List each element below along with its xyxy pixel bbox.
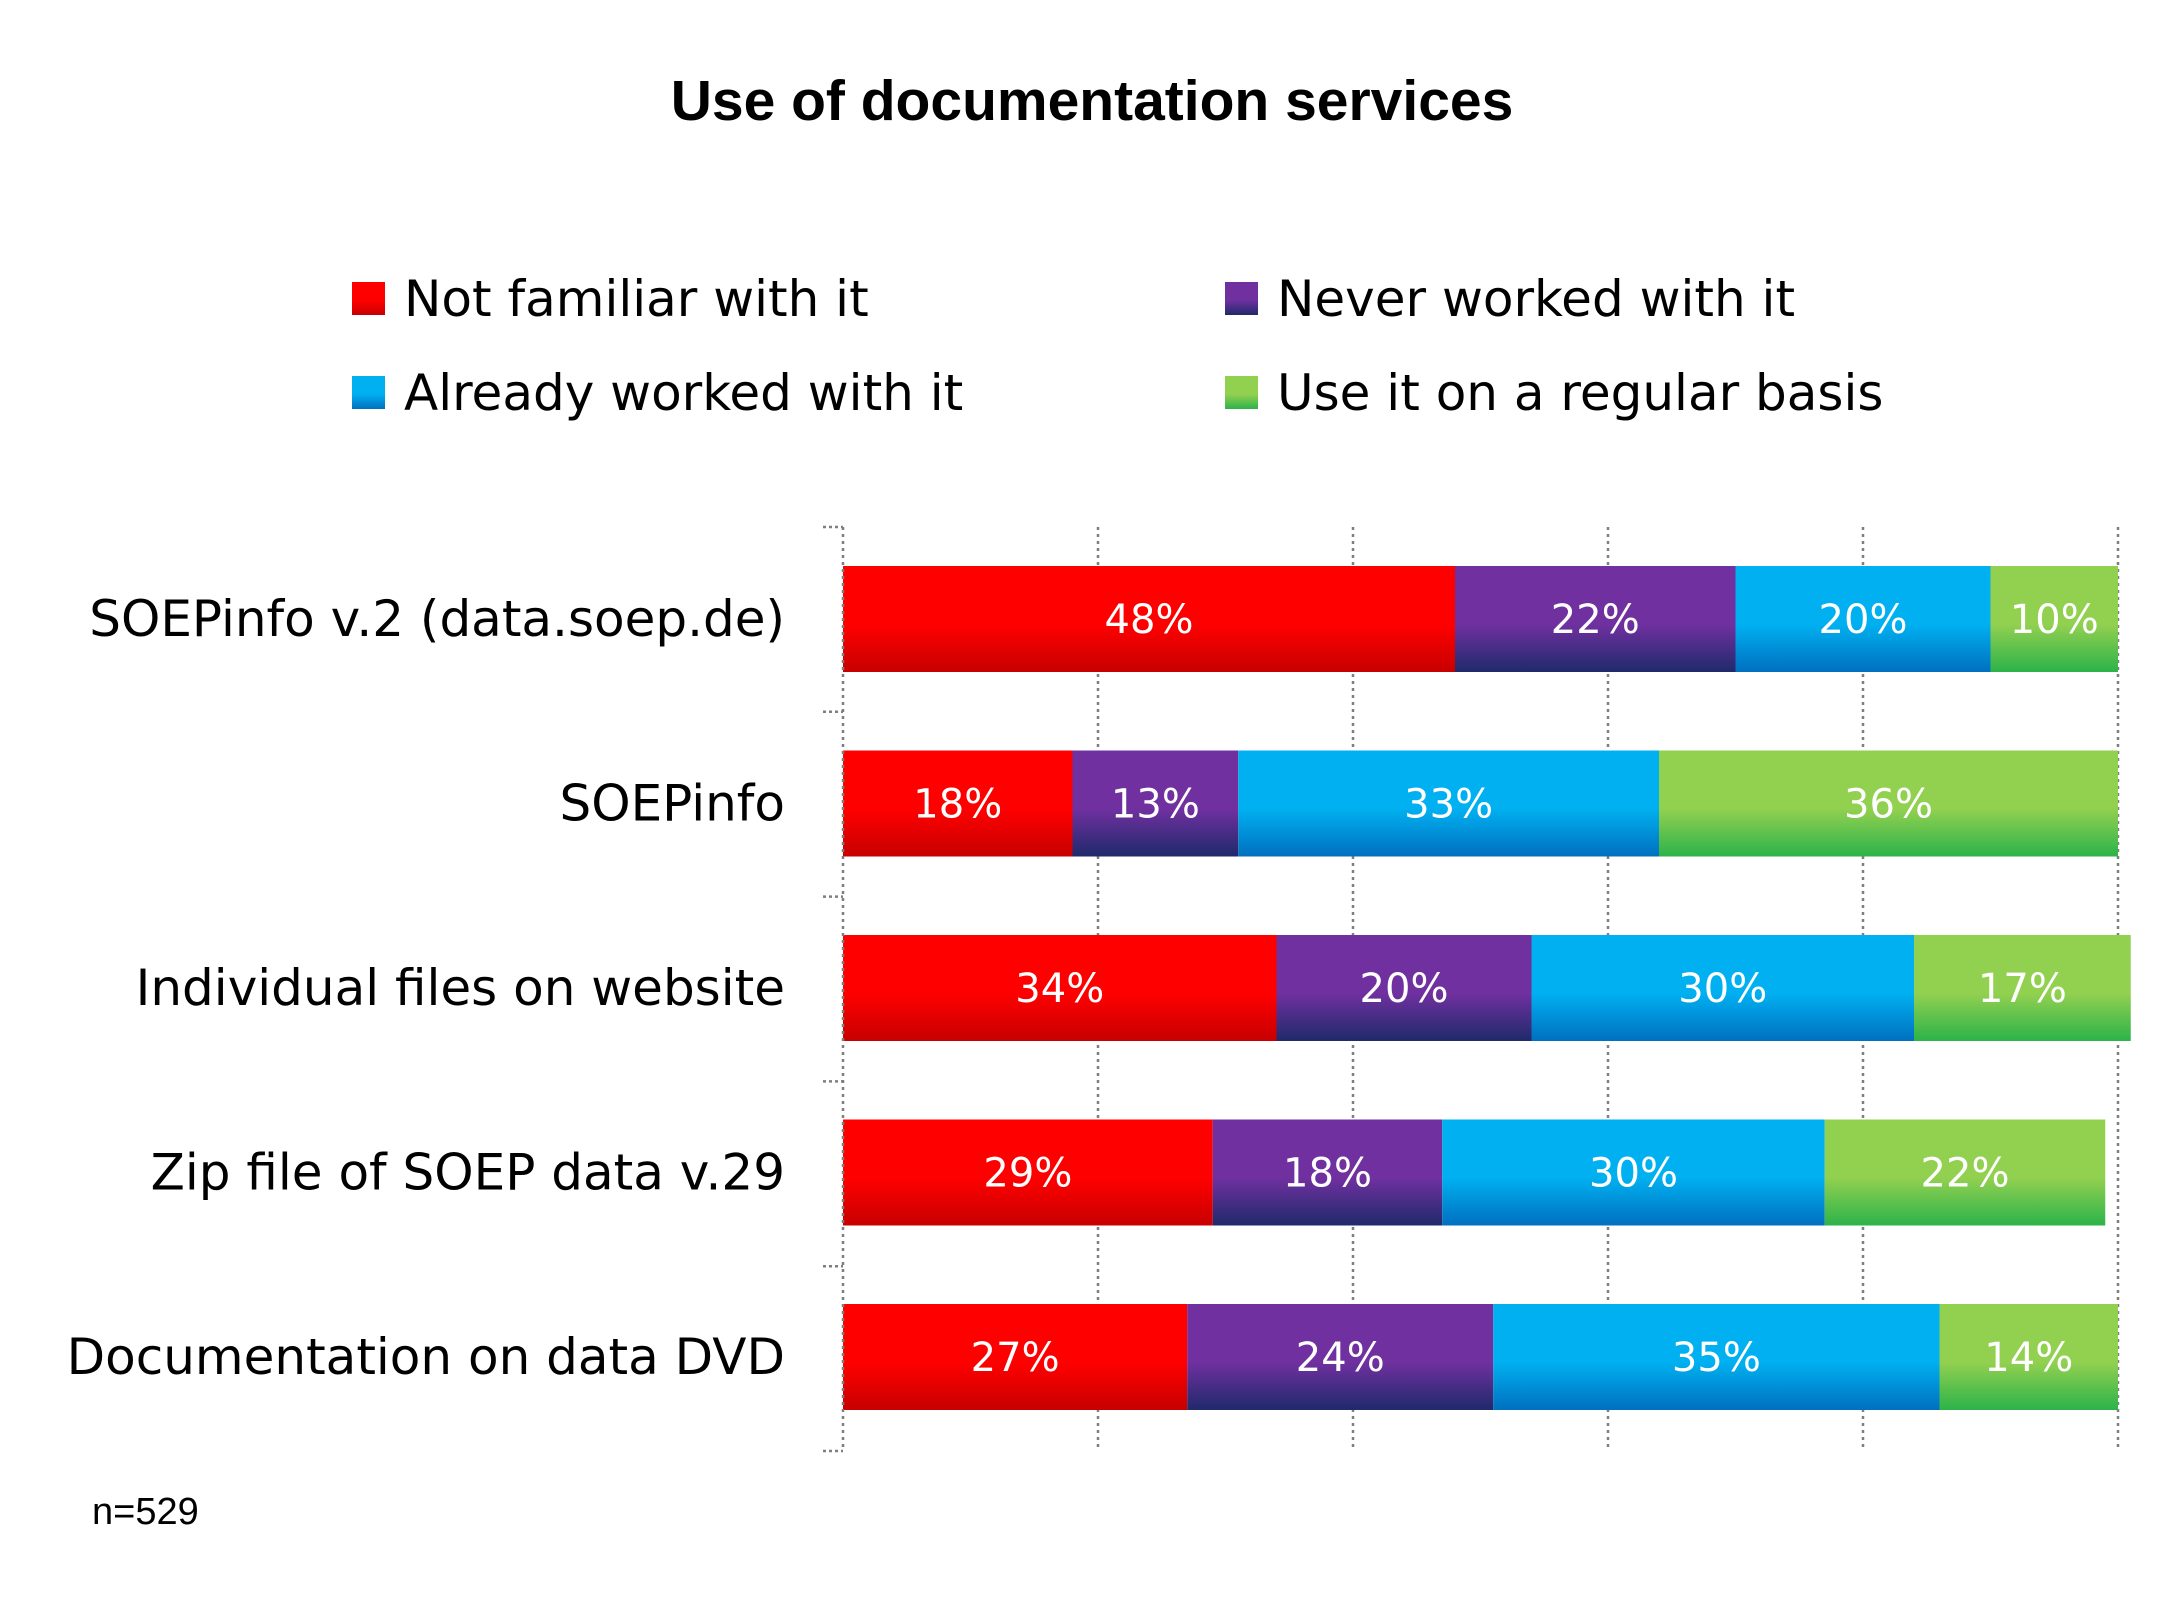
data-label: 13%: [1111, 782, 1200, 828]
category-label: Zip file of SOEP data v.29: [151, 1144, 785, 1202]
data-label: 20%: [1819, 597, 1908, 643]
data-label: 30%: [1678, 966, 1767, 1012]
category-label: SOEPinfo v.2 (data.soep.de): [89, 590, 785, 648]
legend-swatch: [1225, 282, 1258, 315]
bar-segment: [1238, 750, 1659, 857]
chart-title: Use of documentation services: [671, 69, 1514, 133]
bar-segment: [1531, 935, 1914, 1041]
data-label: 33%: [1404, 782, 1493, 828]
bar-segment: [843, 750, 1073, 857]
data-label: 30%: [1589, 1151, 1678, 1197]
legend-swatch: [352, 376, 385, 409]
data-label: 27%: [971, 1335, 1060, 1381]
data-label: 35%: [1672, 1335, 1761, 1381]
bar-segment: [1072, 750, 1239, 857]
bars: 48% 22% 20% 10% 18% 13% 33% 36% 34% 20% 30% 17% 29% 1…: [843, 566, 2131, 1410]
data-label: 34%: [1015, 966, 1104, 1012]
data-label: 22%: [1921, 1151, 2010, 1197]
bar-segment: [1735, 566, 1991, 672]
bar-segment: [1442, 1119, 1825, 1226]
bar-segment: [843, 566, 1455, 672]
bar-segment: [1455, 566, 1736, 672]
legend-label: Never worked with it: [1277, 270, 1795, 328]
data-label: 29%: [983, 1151, 1072, 1197]
data-label: 24%: [1296, 1335, 1385, 1381]
data-label: 10%: [2010, 597, 2099, 643]
data-label: 18%: [1283, 1151, 1372, 1197]
bar-segment: [1659, 750, 2118, 857]
bar-segment: [1824, 1119, 2106, 1226]
bar-segment: [843, 1304, 1188, 1410]
bar-segment: [843, 1119, 1213, 1226]
bar-segment: [1990, 566, 2118, 672]
data-label: 36%: [1844, 782, 1933, 828]
bar-segment: [1276, 935, 1532, 1041]
legend-swatch: [352, 282, 385, 315]
legend-label: Already worked with it: [404, 364, 963, 422]
data-label: 48%: [1105, 597, 1194, 643]
bar-segment: [843, 935, 1277, 1041]
category-label: Individual files on website: [136, 959, 785, 1017]
bar-segment: [1212, 1119, 1443, 1226]
bar-segment: [1914, 935, 2131, 1041]
data-label: 22%: [1551, 597, 1640, 643]
bar-segment: [1493, 1304, 1940, 1410]
category-axis: SOEPinfo v.2 (data.soep.de) SOEPinfo Indiv…: [67, 525, 845, 1453]
category-label: Documentation on data DVD: [67, 1328, 785, 1386]
data-label: 18%: [913, 782, 1002, 828]
data-label: 14%: [1984, 1335, 2073, 1381]
bar-segment: [1939, 1304, 2118, 1410]
sample-size-note: n=529: [92, 1491, 199, 1533]
legend-label: Use it on a regular basis: [1277, 364, 1883, 422]
data-label: 20%: [1360, 966, 1449, 1012]
data-label: 17%: [1978, 966, 2067, 1012]
legend: Not familiar with it Never worked with it…: [352, 270, 1883, 422]
category-label: SOEPinfo: [559, 775, 785, 833]
bar-segment: [1187, 1304, 1494, 1410]
legend-swatch: [1225, 376, 1258, 409]
legend-label: Not familiar with it: [404, 270, 869, 328]
